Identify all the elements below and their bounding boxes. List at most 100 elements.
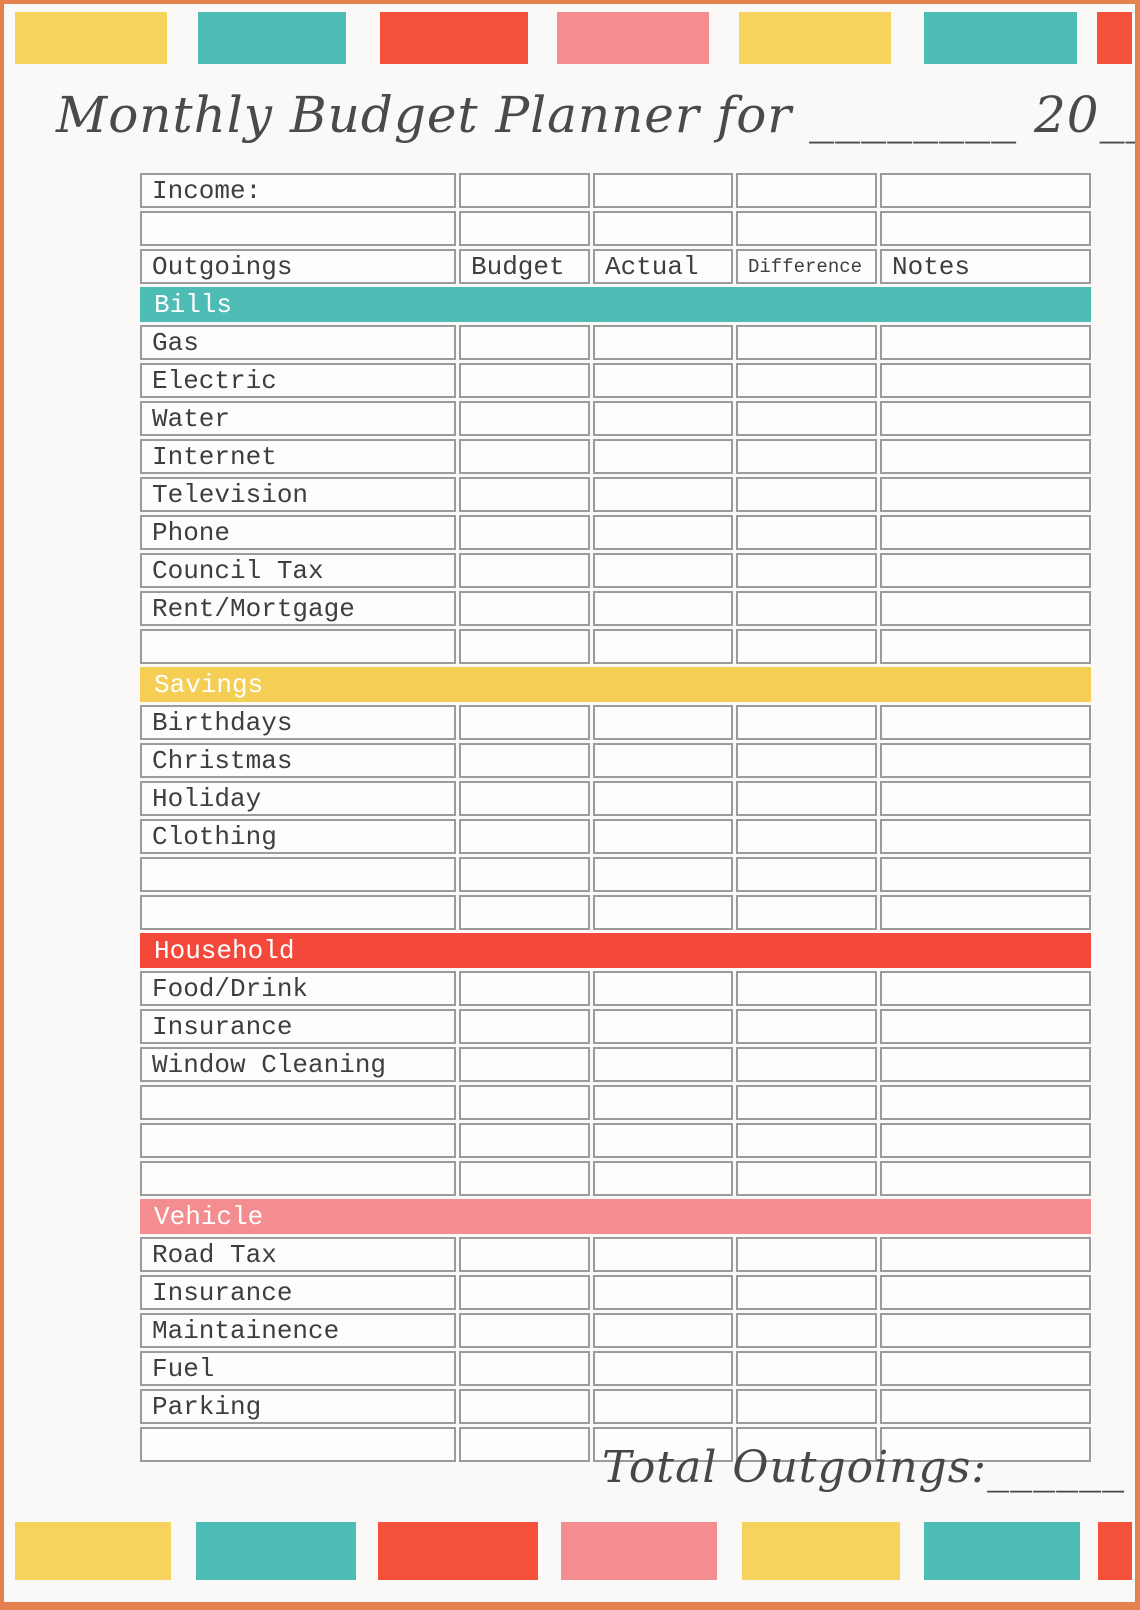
fill-in-cell[interactable]	[880, 591, 1091, 626]
fill-in-cell[interactable]	[593, 629, 733, 664]
fill-in-cell[interactable]	[140, 629, 456, 664]
fill-in-cell[interactable]	[459, 173, 590, 208]
fill-in-cell[interactable]	[880, 1123, 1091, 1158]
fill-in-cell[interactable]	[459, 439, 590, 474]
fill-in-cell[interactable]	[459, 705, 590, 740]
fill-in-cell[interactable]	[459, 857, 590, 892]
fill-in-cell[interactable]	[593, 515, 733, 550]
fill-in-cell[interactable]	[593, 325, 733, 360]
fill-in-cell[interactable]	[459, 1047, 590, 1082]
fill-in-cell[interactable]	[459, 1237, 590, 1272]
fill-in-cell[interactable]	[736, 591, 877, 626]
fill-in-cell[interactable]	[880, 515, 1091, 550]
fill-in-cell[interactable]	[140, 1085, 456, 1120]
fill-in-cell[interactable]	[140, 895, 456, 930]
fill-in-cell[interactable]	[459, 781, 590, 816]
fill-in-cell[interactable]	[880, 1161, 1091, 1196]
fill-in-cell[interactable]	[593, 1275, 733, 1310]
fill-in-cell[interactable]	[736, 743, 877, 778]
fill-in-cell[interactable]	[880, 477, 1091, 512]
fill-in-cell[interactable]	[880, 743, 1091, 778]
fill-in-cell[interactable]	[880, 553, 1091, 588]
fill-in-cell[interactable]	[459, 211, 590, 246]
fill-in-cell[interactable]	[736, 1161, 877, 1196]
fill-in-cell[interactable]	[736, 553, 877, 588]
fill-in-cell[interactable]	[459, 1123, 590, 1158]
fill-in-cell[interactable]	[459, 895, 590, 930]
fill-in-cell[interactable]	[880, 401, 1091, 436]
fill-in-cell[interactable]	[880, 363, 1091, 398]
fill-in-cell[interactable]	[459, 515, 590, 550]
fill-in-cell[interactable]	[736, 1237, 877, 1272]
fill-in-cell[interactable]	[736, 477, 877, 512]
fill-in-cell[interactable]	[880, 1275, 1091, 1310]
fill-in-cell[interactable]	[593, 1161, 733, 1196]
fill-in-cell[interactable]	[736, 781, 877, 816]
fill-in-cell[interactable]	[736, 325, 877, 360]
fill-in-cell[interactable]	[140, 1161, 456, 1196]
fill-in-cell[interactable]	[880, 895, 1091, 930]
fill-in-cell[interactable]	[459, 477, 590, 512]
fill-in-cell[interactable]	[880, 1237, 1091, 1272]
fill-in-cell[interactable]	[593, 743, 733, 778]
fill-in-cell[interactable]	[459, 1313, 590, 1348]
fill-in-cell[interactable]	[593, 363, 733, 398]
fill-in-cell[interactable]	[459, 553, 590, 588]
fill-in-cell[interactable]	[593, 173, 733, 208]
fill-in-cell[interactable]	[736, 629, 877, 664]
fill-in-cell[interactable]	[459, 591, 590, 626]
fill-in-cell[interactable]	[459, 1009, 590, 1044]
fill-in-cell[interactable]	[736, 401, 877, 436]
fill-in-cell[interactable]	[880, 781, 1091, 816]
fill-in-cell[interactable]	[880, 173, 1091, 208]
fill-in-cell[interactable]	[736, 705, 877, 740]
fill-in-cell[interactable]	[880, 1351, 1091, 1386]
fill-in-cell[interactable]	[459, 743, 590, 778]
fill-in-cell[interactable]	[459, 1085, 590, 1120]
fill-in-cell[interactable]	[736, 173, 877, 208]
fill-in-cell[interactable]	[880, 1047, 1091, 1082]
fill-in-cell[interactable]	[736, 1085, 877, 1120]
fill-in-cell[interactable]	[736, 363, 877, 398]
fill-in-cell[interactable]	[459, 1427, 590, 1462]
fill-in-cell[interactable]	[736, 1351, 877, 1386]
fill-in-cell[interactable]	[459, 363, 590, 398]
fill-in-cell[interactable]	[736, 1427, 877, 1462]
fill-in-cell[interactable]	[736, 895, 877, 930]
fill-in-cell[interactable]	[880, 819, 1091, 854]
fill-in-cell[interactable]	[593, 553, 733, 588]
fill-in-cell[interactable]	[736, 211, 877, 246]
fill-in-cell[interactable]	[593, 819, 733, 854]
fill-in-cell[interactable]	[459, 1389, 590, 1424]
fill-in-cell[interactable]	[593, 477, 733, 512]
fill-in-cell[interactable]	[736, 1389, 877, 1424]
fill-in-cell[interactable]	[459, 629, 590, 664]
fill-in-cell[interactable]	[459, 1275, 590, 1310]
fill-in-cell[interactable]	[593, 781, 733, 816]
fill-in-cell[interactable]	[736, 1047, 877, 1082]
fill-in-cell[interactable]	[140, 1427, 456, 1462]
fill-in-cell[interactable]	[736, 1275, 877, 1310]
fill-in-cell[interactable]	[459, 1351, 590, 1386]
fill-in-cell[interactable]	[880, 211, 1091, 246]
fill-in-cell[interactable]	[593, 1085, 733, 1120]
fill-in-cell[interactable]	[880, 1389, 1091, 1424]
fill-in-cell[interactable]	[736, 515, 877, 550]
fill-in-cell[interactable]	[593, 1047, 733, 1082]
fill-in-cell[interactable]	[593, 1237, 733, 1272]
fill-in-cell[interactable]	[593, 1389, 733, 1424]
fill-in-cell[interactable]	[880, 629, 1091, 664]
fill-in-cell[interactable]	[593, 1123, 733, 1158]
fill-in-cell[interactable]	[593, 1427, 733, 1462]
fill-in-cell[interactable]	[880, 1427, 1091, 1462]
fill-in-cell[interactable]	[459, 819, 590, 854]
fill-in-cell[interactable]	[140, 857, 456, 892]
fill-in-cell[interactable]	[736, 1009, 877, 1044]
fill-in-cell[interactable]	[880, 971, 1091, 1006]
fill-in-cell[interactable]	[593, 211, 733, 246]
fill-in-cell[interactable]	[593, 439, 733, 474]
fill-in-cell[interactable]	[459, 325, 590, 360]
fill-in-cell[interactable]	[593, 401, 733, 436]
fill-in-cell[interactable]	[593, 1009, 733, 1044]
fill-in-cell[interactable]	[459, 401, 590, 436]
